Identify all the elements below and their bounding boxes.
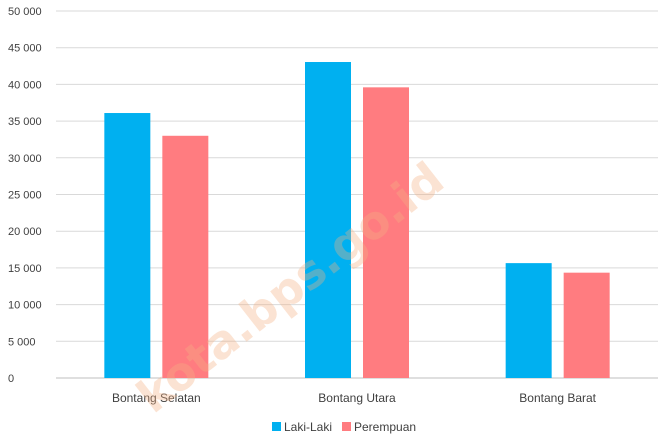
bar-perempuan-3 [563,272,610,378]
y-tick-label: 45 000 [8,43,42,55]
x-category-label: Bontang Barat [519,391,596,405]
x-category-label: Bontang Utara [318,391,396,405]
gridlines [56,10,658,379]
legend-label: Laki-Laki [284,420,332,434]
y-tick-label: 25 000 [8,190,42,202]
y-tick-label: 20 000 [8,226,42,238]
x-axis: Bontang Selatan Bontang Utara Bontang Bara… [112,391,597,405]
x-category-label: Bontang Selatan [112,391,201,405]
bars [104,62,610,378]
legend-label: Perempuan [354,420,416,434]
bar-perempuan-1 [162,135,209,378]
y-tick-label: 15 000 [8,263,42,275]
y-tick-label: 10 000 [8,300,42,312]
bar-laki-laki-1 [104,113,151,378]
legend: Laki-Laki Perempuan [272,420,416,434]
bar-perempuan-2 [363,87,409,378]
legend-swatch [272,422,281,431]
y-tick-label: 5 000 [8,336,36,348]
y-tick-label: 0 [8,373,14,385]
y-axis-tick-labels: 0 5 000 10 000 15 000 20 000 25 000 30 000 35 0… [8,6,42,385]
bar-laki-laki-3 [505,263,552,378]
y-tick-label: 35 000 [8,116,42,128]
y-tick-label: 40 000 [8,79,42,91]
y-tick-label: 30 000 [8,153,42,165]
bar-laki-laki-2 [305,62,351,378]
y-tick-label: 50 000 [8,6,42,18]
legend-swatch [342,422,351,431]
